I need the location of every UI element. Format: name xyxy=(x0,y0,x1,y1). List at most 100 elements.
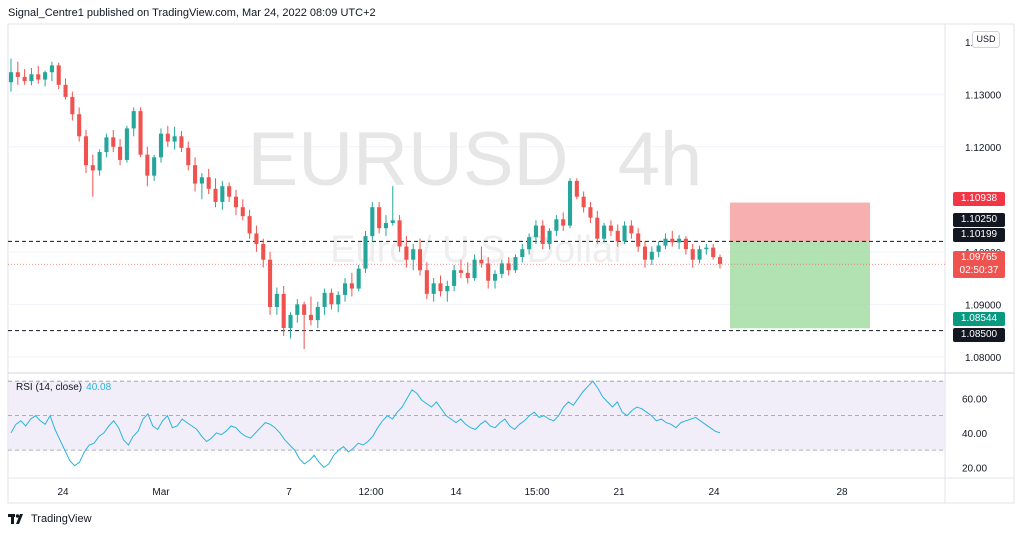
candle-body xyxy=(165,133,170,142)
take-profit-zone[interactable] xyxy=(730,241,870,329)
candle-body xyxy=(424,270,429,294)
candle-body xyxy=(308,314,314,321)
candle-body xyxy=(29,74,34,82)
stop-loss-zone[interactable] xyxy=(730,202,870,242)
watermark-symbol: EURUSD xyxy=(248,117,569,202)
time-tick-label: 14 xyxy=(450,487,462,498)
candle-body xyxy=(472,259,477,279)
candle-body xyxy=(206,177,211,189)
candle-body xyxy=(8,72,14,83)
candle-body xyxy=(220,186,225,202)
candle-body xyxy=(677,238,682,243)
candle-body xyxy=(458,270,463,273)
candle-body xyxy=(370,207,375,237)
candle-body xyxy=(711,247,716,258)
price-tick-label: 1.09000 xyxy=(965,300,1002,311)
candle-body xyxy=(36,74,41,80)
candle-body xyxy=(690,249,695,260)
candle-body xyxy=(356,268,361,289)
currency-button[interactable]: USD xyxy=(972,31,1000,48)
candle-body xyxy=(438,283,443,292)
bar-countdown: 02:50:37 xyxy=(959,265,999,276)
candle-body xyxy=(261,243,266,260)
time-tick-label: 12:00 xyxy=(358,487,383,498)
candle-body xyxy=(49,65,54,73)
last-price-tag: 1.09765 02:50:37 xyxy=(953,251,1005,278)
grid xyxy=(8,93,945,358)
candle-body xyxy=(561,219,566,226)
candle-body xyxy=(97,152,102,171)
time-tick-label: 24 xyxy=(708,487,720,498)
stop-price-tag: 1.10938 xyxy=(953,192,1005,206)
candle-body xyxy=(663,238,668,246)
rsi-tick-label: 40.00 xyxy=(962,429,987,440)
candle-body xyxy=(233,196,239,208)
tradingview-logo-icon xyxy=(8,514,23,524)
horizontal-lines[interactable] xyxy=(8,240,945,332)
candle-body xyxy=(567,180,573,226)
candle-body xyxy=(533,225,538,238)
candle-body xyxy=(124,128,129,160)
candle-body xyxy=(683,238,688,250)
candle-body xyxy=(77,114,82,137)
time-tick-label: 7 xyxy=(286,487,292,498)
candle-body xyxy=(274,293,279,307)
rsi-axis-ticks: 60.00 40.00 20.00 xyxy=(962,394,987,474)
time-tick-label: 24 xyxy=(57,487,69,498)
candle-body xyxy=(595,217,600,239)
tradingview-logo-text: TradingView xyxy=(31,513,92,525)
rsi-tick-label: 20.00 xyxy=(962,463,987,474)
candle-body xyxy=(193,165,198,184)
candle-body xyxy=(492,273,498,281)
candle-body xyxy=(656,245,661,252)
entry-low-price-tag: 1.10199 xyxy=(953,228,1005,242)
candle-body xyxy=(704,247,709,250)
candle-body xyxy=(131,111,136,129)
candle-body xyxy=(227,186,232,197)
candle-body xyxy=(254,233,259,244)
candle-body xyxy=(70,96,75,115)
footer-logo[interactable]: TradingView xyxy=(8,513,92,525)
candle-body xyxy=(670,238,675,243)
time-tick-label: Mar xyxy=(152,487,170,498)
publish-info: Signal_Centre1 published on TradingView.… xyxy=(8,7,376,19)
candle-body xyxy=(588,207,593,218)
candle-body xyxy=(397,220,402,247)
candle-body xyxy=(404,246,409,260)
candle-body xyxy=(179,136,184,148)
rsi-line xyxy=(10,380,721,469)
candle-body xyxy=(22,76,27,82)
candle-body xyxy=(349,283,354,289)
candle-body xyxy=(247,216,252,234)
candle-body xyxy=(574,180,579,197)
time-axis-ticks: 24 Mar 7 12:00 14 15:00 21 24 28 xyxy=(57,487,848,498)
candle-body xyxy=(186,147,191,166)
candle-body xyxy=(417,249,423,271)
candle-body xyxy=(111,137,116,147)
candle-body xyxy=(554,219,559,231)
candle-body xyxy=(43,72,48,80)
support-price-tag: 1.08500 xyxy=(953,328,1005,342)
price-tick-label: 1.08000 xyxy=(965,353,1002,364)
candle-body xyxy=(520,249,525,258)
candle-body xyxy=(213,188,218,202)
candle-body xyxy=(622,225,627,242)
candle-body xyxy=(363,236,368,269)
candle-body xyxy=(315,306,320,321)
candle-body xyxy=(199,177,204,184)
candle-body xyxy=(506,263,511,271)
rsi-legend[interactable]: RSI (14, close) 40.08 xyxy=(16,382,111,393)
candle-body xyxy=(383,222,388,229)
price-tick-label: 1.12000 xyxy=(965,143,1002,154)
time-tick-label: 28 xyxy=(836,487,848,498)
last-price-value: 1.09765 xyxy=(960,252,998,263)
candle-body xyxy=(281,293,286,328)
target-price-tag: 1.08544 xyxy=(953,312,1005,326)
candle-body xyxy=(581,196,586,208)
candle-body xyxy=(343,283,348,295)
candle-body xyxy=(172,136,177,142)
candle-body xyxy=(697,249,702,260)
rsi-legend-title: RSI (14, close) xyxy=(16,382,83,393)
time-tick-label: 21 xyxy=(613,487,625,498)
